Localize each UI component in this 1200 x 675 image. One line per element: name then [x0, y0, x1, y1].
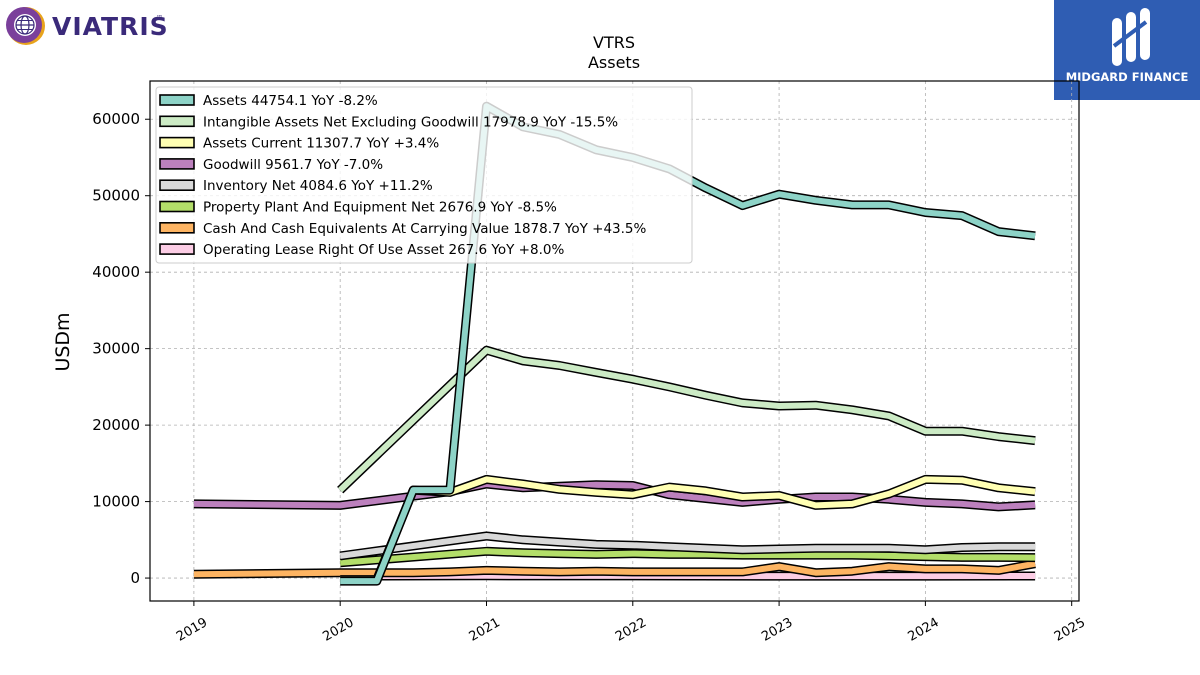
legend-entry: Operating Lease Right Of Use Asset 267.6… [203, 242, 564, 258]
series-line [339, 531, 1036, 561]
legend-swatch [159, 115, 195, 128]
publisher-name: MIDGARD FINANCE [1065, 70, 1189, 84]
x-tick-label: 2020 [320, 615, 356, 645]
legend-entry: Inventory Net 4084.6 YoY +11.2% [203, 178, 433, 194]
series-line [193, 559, 1036, 579]
legend-box [155, 86, 693, 264]
plot-frame [149, 80, 1080, 602]
y-axis-label: USDm [52, 312, 74, 371]
legend-swatch [159, 158, 195, 170]
legend-swatch [159, 136, 195, 149]
x-tick-label: 2021 [467, 615, 503, 645]
y-tick-label: 0 [130, 569, 140, 587]
series-line [339, 546, 1036, 568]
series-line-fill [338, 347, 1036, 493]
legend: Assets 44754.1 YoY -8.2% Intangible Asset… [155, 86, 693, 264]
chart-subtitle: Assets [588, 53, 640, 72]
y-tick-label: 20000 [92, 416, 140, 434]
legend-swatch [159, 200, 195, 213]
y-axis: 0 10000 20000 30000 40000 50000 60000 [92, 110, 150, 587]
series-layer [193, 101, 1036, 586]
chart-title: VTRS [593, 33, 635, 52]
legend-entry: Cash And Cash Equivalents At Carrying Va… [203, 221, 647, 237]
x-axis: 2019 2020 2021 2022 2023 2024 2025 [174, 601, 1088, 645]
series-line-fill [339, 533, 1036, 559]
midgard-emblem-icon [1112, 8, 1150, 66]
x-tick-label: 2023 [759, 615, 795, 645]
x-tick-label: 2024 [906, 615, 942, 645]
series-line [337, 345, 1036, 494]
series-line [340, 474, 1036, 585]
legend-swatch [159, 179, 195, 191]
legend-entry: Property Plant And Equipment Net 2676.9 … [203, 200, 557, 216]
series-line-fill [339, 548, 1036, 566]
y-tick-label: 60000 [92, 110, 140, 128]
legend-swatch [159, 222, 195, 234]
y-tick-label: 40000 [92, 263, 140, 281]
brand-trademark: ™ [156, 14, 163, 22]
brand-wordmark: VIATRIS [52, 12, 169, 41]
legend-entry: Assets 44754.1 YoY -8.2% [203, 93, 378, 109]
x-tick-label: 2025 [1052, 615, 1088, 645]
legend-entry: Intangible Assets Net Excluding Goodwill… [203, 114, 618, 130]
series-line-fill [340, 476, 1036, 583]
legend-entry: Assets Current 11307.7 YoY +3.4% [203, 136, 439, 152]
x-tick-label: 2022 [613, 615, 649, 645]
y-tick-label: 50000 [92, 187, 140, 205]
series-line-fill [193, 560, 1036, 578]
viatris-globe-icon [6, 7, 45, 45]
viatris-logo: VIATRIS ™ [4, 4, 174, 48]
midgard-finance-logo: MIDGARD FINANCE [1054, 0, 1200, 100]
series-line-outline [337, 345, 1036, 494]
legend-swatch [159, 94, 195, 106]
x-tick-label: 2019 [174, 615, 210, 645]
y-tick-label: 30000 [92, 340, 140, 358]
y-tick-label: 10000 [92, 493, 140, 511]
legend-entry: Goodwill 9561.7 YoY -7.0% [203, 157, 383, 173]
legend-swatch [159, 243, 195, 255]
